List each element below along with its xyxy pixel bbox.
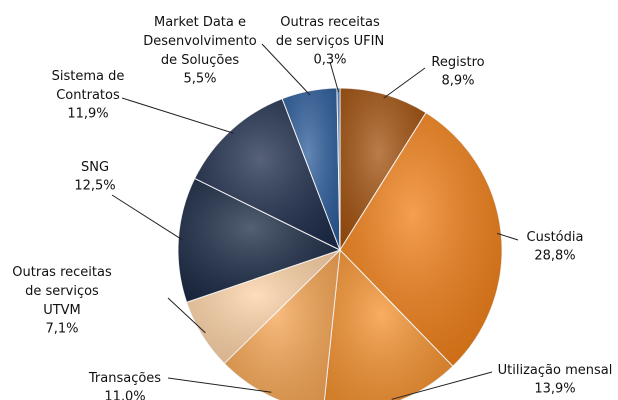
label-line: de serviços xyxy=(25,284,99,299)
slice-label: SNG xyxy=(81,160,109,175)
slice-label: Utilização mensal xyxy=(498,363,613,378)
value-label: 0,3% xyxy=(313,53,346,68)
value-label: 28,8% xyxy=(534,249,575,264)
leader-line xyxy=(496,232,519,241)
leader-line xyxy=(111,194,183,241)
label-line: Contratos xyxy=(56,88,120,103)
label-line: Outras receitas xyxy=(12,265,112,280)
label-line: SNG xyxy=(81,160,109,175)
slice-shade xyxy=(186,250,340,364)
slice-shade xyxy=(336,88,340,250)
value-label: 13,9% xyxy=(534,382,575,397)
value-label: 11,9% xyxy=(67,107,108,122)
value-label: 5,5% xyxy=(183,72,216,87)
slice-label: Sistema de Contratos xyxy=(52,69,125,103)
slice-label: Registro xyxy=(431,55,484,70)
label-line: de Soluções xyxy=(161,53,240,68)
slice-label: Custódia xyxy=(527,230,584,245)
slice-shade xyxy=(340,88,427,250)
label-line: Market Data e xyxy=(154,15,246,30)
label-line: Desenvolvimento xyxy=(143,34,257,49)
slice-label: Outras receitas de serviços UFIN xyxy=(276,15,384,49)
value-label: 8,9% xyxy=(441,74,474,89)
slice-label: Market Data e Desenvolvimento de Soluções xyxy=(143,15,257,68)
slice-label: Outras receitas de serviços UTVM xyxy=(12,265,112,318)
leader-line xyxy=(121,97,234,134)
value-label: 11,0% xyxy=(104,390,145,400)
slice-shade xyxy=(178,178,340,303)
value-label: 7,1% xyxy=(45,322,78,337)
label-line: Outras receitas xyxy=(280,15,380,30)
slice-shade xyxy=(282,88,340,250)
label-line: Utilização mensal xyxy=(498,363,613,378)
slice-shade xyxy=(194,98,340,250)
labels: Registro 8,9% Custódia 28,8% Utilização mens… xyxy=(12,15,612,400)
leader-line xyxy=(167,297,206,334)
slice-label: Transações xyxy=(88,371,161,386)
label-line: Sistema de xyxy=(52,69,125,84)
label-line: Registro xyxy=(431,55,484,70)
leader-line xyxy=(391,371,493,400)
label-line: Transações xyxy=(88,371,161,386)
pie xyxy=(177,87,503,400)
leader-line xyxy=(261,43,311,96)
leader-line xyxy=(383,67,426,99)
slice-shade xyxy=(224,250,340,400)
label-line: de serviços UFIN xyxy=(276,34,384,49)
value-label: 12,5% xyxy=(74,179,115,194)
slice-shade xyxy=(324,250,453,400)
leader-line xyxy=(329,61,339,93)
label-line: Custódia xyxy=(527,230,584,245)
label-line: UTVM xyxy=(43,303,81,318)
slice-shade xyxy=(340,112,502,367)
leader-line xyxy=(167,377,272,393)
